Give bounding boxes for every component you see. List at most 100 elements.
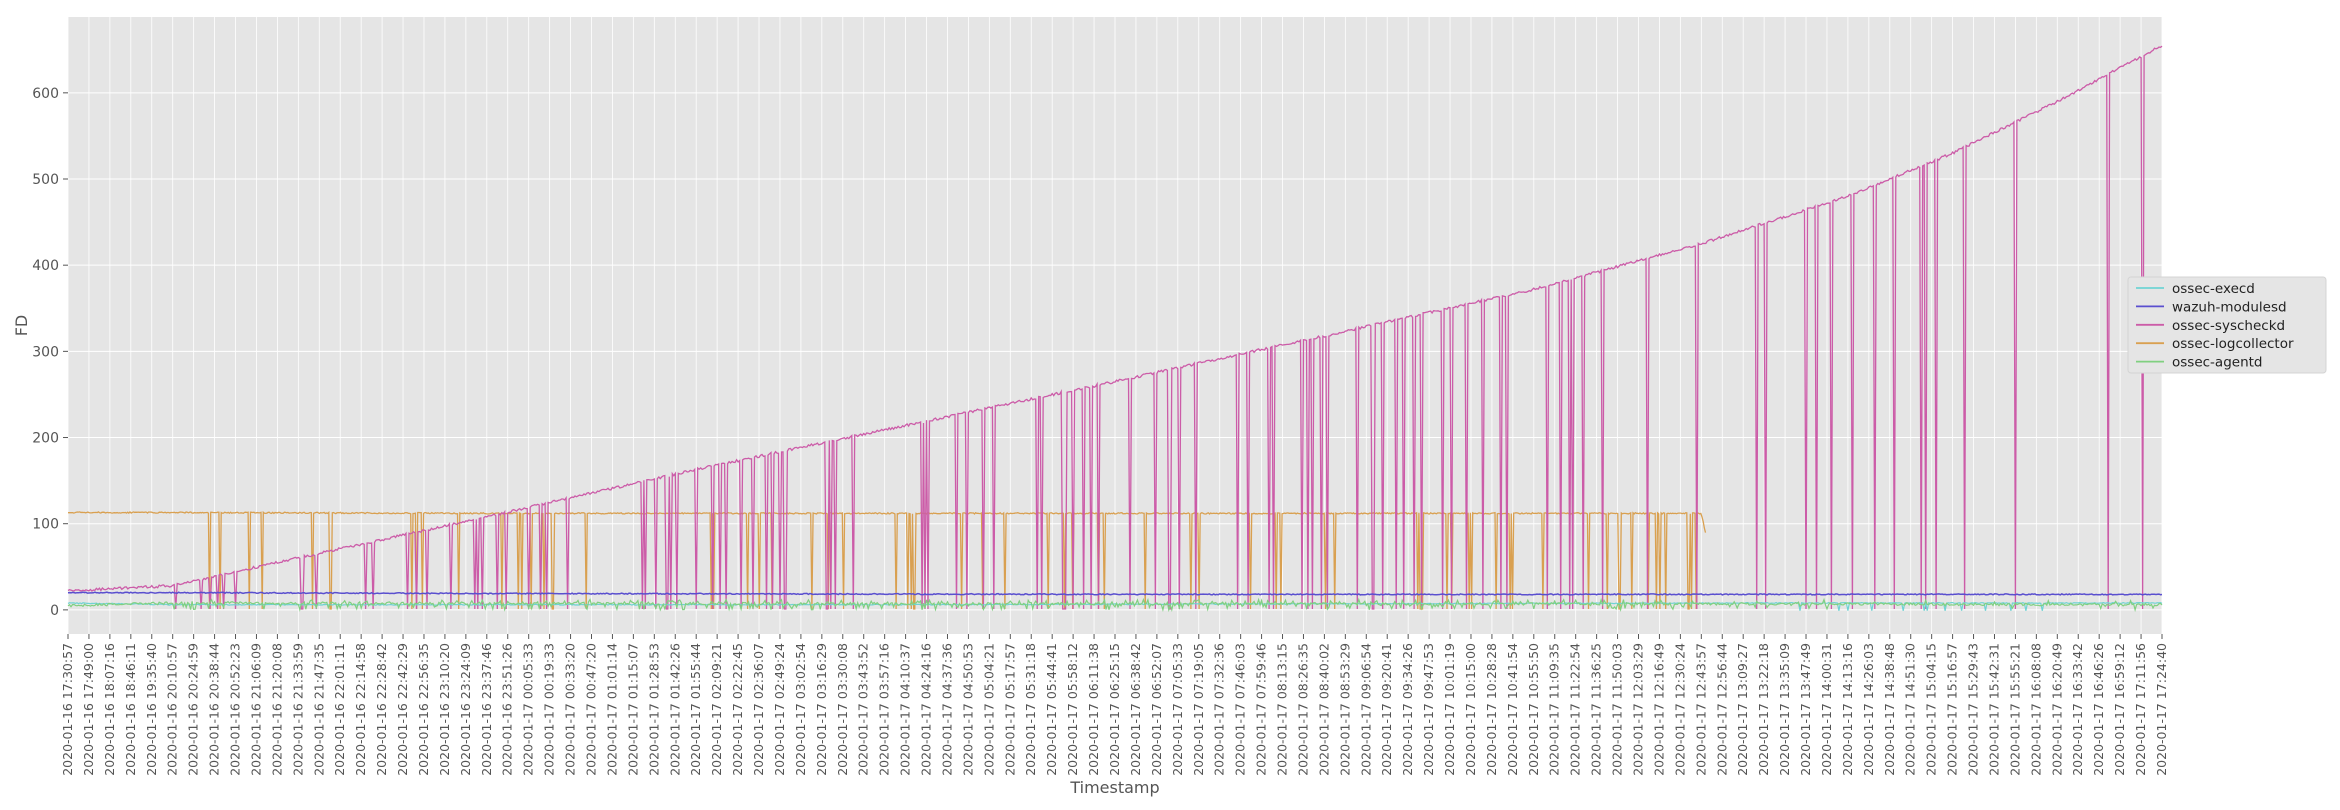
x-tick-label: 2020-01-17 01:15:07 — [625, 643, 640, 776]
y-tick-label: 500 — [32, 172, 59, 188]
y-axis-title: FD — [12, 315, 31, 337]
x-tick-label: 2020-01-17 09:34:26 — [1400, 643, 1415, 776]
x-tick-label: 2020-01-17 01:01:14 — [604, 643, 619, 776]
x-tick-label: 2020-01-17 07:19:05 — [1191, 643, 1206, 776]
x-tick-label: 2020-01-17 05:17:57 — [1002, 643, 1017, 776]
x-tick-label: 2020-01-17 03:43:52 — [856, 643, 871, 776]
gridlines — [67, 17, 2163, 634]
x-tick-label: 2020-01-16 20:10:57 — [165, 643, 180, 776]
legend-label: ossec-logcollector — [2172, 336, 2294, 352]
x-tick-label: 2020-01-17 03:02:54 — [793, 643, 808, 776]
x-tick-label: 2020-01-17 12:56:44 — [1714, 643, 1729, 776]
y-tick-label: 300 — [32, 344, 59, 360]
x-tick-label: 2020-01-17 07:59:46 — [1254, 643, 1269, 776]
x-tick-label: 2020-01-17 15:16:57 — [1945, 643, 1960, 776]
x-tick-label: 2020-01-17 14:51:30 — [1903, 643, 1918, 776]
x-tick-label: 2020-01-17 12:43:57 — [1693, 643, 1708, 776]
x-tick-label: 2020-01-16 23:51:26 — [500, 643, 515, 776]
x-tick-label: 2020-01-17 11:50:03 — [1610, 643, 1625, 776]
x-tick-label: 2020-01-17 08:26:35 — [1295, 643, 1310, 776]
x-tick-label: 2020-01-17 04:37:36 — [939, 643, 954, 776]
x-tick-label: 2020-01-17 08:53:29 — [1337, 643, 1352, 776]
x-tick-label: 2020-01-16 19:35:40 — [144, 643, 159, 776]
x-tick-label: 2020-01-17 10:01:19 — [1442, 643, 1457, 776]
x-tick-label: 2020-01-17 10:41:54 — [1505, 643, 1520, 776]
x-axis: 2020-01-16 17:30:57 2020-01-16 17:49:00 20… — [60, 634, 2169, 776]
x-tick-label: 2020-01-16 18:46:11 — [123, 643, 138, 776]
x-tick-label: 2020-01-16 23:10:20 — [437, 643, 452, 776]
x-tick-label: 2020-01-16 21:20:08 — [269, 643, 284, 776]
x-tick-label: 2020-01-17 10:55:50 — [1526, 643, 1541, 776]
x-tick-label: 2020-01-17 00:47:20 — [584, 643, 599, 776]
x-tick-label: 2020-01-17 02:36:07 — [751, 643, 766, 776]
x-tick-label: 2020-01-16 21:47:35 — [311, 643, 326, 776]
x-tick-label: 2020-01-17 15:42:31 — [1986, 643, 2001, 776]
x-tick-label: 2020-01-17 17:11:56 — [2133, 643, 2148, 776]
x-tick-label: 2020-01-17 06:38:42 — [1128, 643, 1143, 776]
x-tick-label: 2020-01-17 01:42:26 — [667, 643, 682, 776]
x-tick-label: 2020-01-17 17:24:40 — [2154, 643, 2169, 776]
legend-label: ossec-syscheckd — [2172, 318, 2285, 334]
x-tick-label: 2020-01-17 12:16:49 — [1651, 643, 1666, 776]
x-tick-label: 2020-01-16 22:56:35 — [416, 643, 431, 776]
x-tick-label: 2020-01-16 17:30:57 — [60, 643, 75, 776]
x-tick-label: 2020-01-17 14:38:48 — [1882, 643, 1897, 776]
x-tick-label: 2020-01-17 16:08:08 — [2028, 643, 2043, 776]
x-tick-label: 2020-01-17 14:00:31 — [1819, 643, 1834, 776]
x-tick-label: 2020-01-17 16:46:26 — [2091, 643, 2106, 776]
x-tick-label: 2020-01-17 03:30:08 — [835, 643, 850, 776]
x-tick-label: 2020-01-17 08:13:15 — [1275, 643, 1290, 776]
x-tick-label: 2020-01-17 11:09:35 — [1547, 643, 1562, 776]
x-tick-label: 2020-01-17 02:09:21 — [709, 643, 724, 776]
x-tick-label: 2020-01-17 01:55:44 — [688, 643, 703, 776]
x-tick-label: 2020-01-16 22:28:42 — [374, 643, 389, 776]
x-tick-label: 2020-01-17 14:26:03 — [1861, 643, 1876, 776]
x-tick-label: 2020-01-17 14:13:16 — [1840, 643, 1855, 776]
x-tick-label: 2020-01-16 22:42:29 — [395, 643, 410, 776]
series-line-ossec-logcollector — [68, 510, 1707, 610]
x-tick-label: 2020-01-17 05:44:41 — [1044, 643, 1059, 776]
x-tick-label: 2020-01-16 17:49:00 — [81, 643, 96, 776]
x-tick-label: 2020-01-17 02:49:24 — [772, 643, 787, 776]
y-tick-label: 100 — [32, 517, 59, 533]
legend-box — [2127, 276, 2327, 374]
x-tick-label: 2020-01-17 16:33:42 — [2070, 643, 2085, 776]
legend-label: wazuh-modulesd — [2172, 299, 2287, 315]
legend-label: ossec-agentd — [2172, 355, 2263, 371]
x-tick-label: 2020-01-17 13:09:27 — [1735, 643, 1750, 776]
x-tick-label: 2020-01-17 09:06:54 — [1358, 643, 1373, 776]
x-tick-label: 2020-01-17 03:16:29 — [814, 643, 829, 776]
x-tick-label: 2020-01-16 22:01:11 — [332, 643, 347, 776]
x-tick-label: 2020-01-16 23:37:46 — [479, 643, 494, 776]
series-line-wazuh-modulesd — [67, 591, 2163, 596]
x-tick-label: 2020-01-17 06:11:38 — [1086, 643, 1101, 776]
x-tick-label: 2020-01-16 21:33:59 — [290, 643, 305, 776]
y-axis: 0 100 200 300 400 500 600 — [32, 86, 68, 619]
x-tick-label: 2020-01-17 16:20:49 — [2049, 643, 2064, 776]
x-axis-title: Timestamp — [1069, 778, 1159, 797]
x-tick-label: 2020-01-17 09:47:53 — [1421, 643, 1436, 776]
series-line-ossec-agentd — [67, 597, 2163, 613]
x-tick-label: 2020-01-17 00:33:20 — [563, 643, 578, 776]
x-tick-label: 2020-01-17 13:22:18 — [1756, 643, 1771, 776]
x-tick-label: 2020-01-16 20:52:23 — [228, 643, 243, 776]
x-tick-label: 2020-01-16 23:24:09 — [458, 643, 473, 776]
x-tick-label: 2020-01-17 05:58:12 — [1065, 643, 1080, 776]
x-tick-label: 2020-01-16 21:06:09 — [248, 643, 263, 776]
x-tick-label: 2020-01-17 15:55:21 — [2007, 643, 2022, 776]
x-tick-label: 2020-01-17 15:04:15 — [1924, 643, 1939, 776]
x-tick-label: 2020-01-17 06:52:07 — [1149, 643, 1164, 776]
x-tick-label: 2020-01-17 01:28:53 — [646, 643, 661, 776]
x-tick-label: 2020-01-17 15:29:43 — [1966, 643, 1981, 776]
y-tick-label: 200 — [32, 431, 59, 447]
x-tick-label: 2020-01-17 11:36:25 — [1589, 643, 1604, 776]
x-tick-label: 2020-01-16 20:24:59 — [186, 643, 201, 776]
x-tick-label: 2020-01-17 04:10:37 — [898, 643, 913, 776]
x-tick-label: 2020-01-17 03:57:16 — [877, 643, 892, 776]
x-tick-label: 2020-01-17 10:15:00 — [1463, 643, 1478, 776]
y-tick-label: 400 — [32, 258, 59, 274]
x-tick-label: 2020-01-17 12:03:29 — [1631, 643, 1646, 776]
series-line-ossec-syscheckd — [67, 45, 2163, 610]
x-tick-label: 2020-01-17 16:59:12 — [2112, 643, 2127, 776]
